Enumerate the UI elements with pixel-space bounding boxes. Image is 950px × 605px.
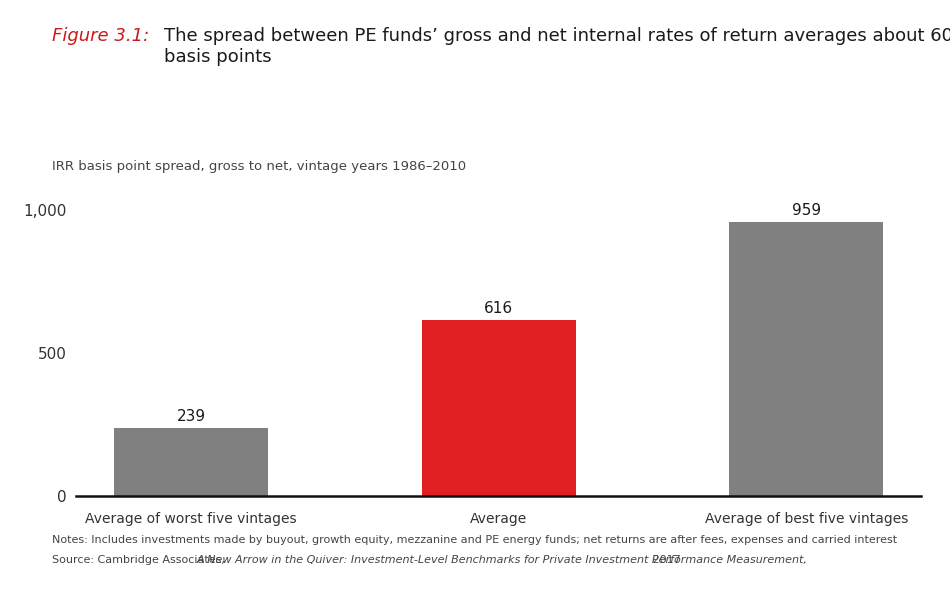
Bar xyxy=(730,222,884,496)
Text: 616: 616 xyxy=(484,301,513,316)
Text: Source: Cambridge Associates,: Source: Cambridge Associates, xyxy=(52,555,229,566)
Text: The spread between PE funds’ gross and net internal rates of return averages abo: The spread between PE funds’ gross and n… xyxy=(164,27,950,66)
Text: 239: 239 xyxy=(177,409,206,423)
Text: Notes: Includes investments made by buyout, growth equity, mezzanine and PE ener: Notes: Includes investments made by buyo… xyxy=(52,535,898,546)
Bar xyxy=(114,428,268,496)
Text: A New Arrow in the Quiver: Investment-Level Benchmarks for Private Investment Pe: A New Arrow in the Quiver: Investment-Le… xyxy=(197,555,808,566)
Bar xyxy=(422,320,576,496)
Text: Figure 3.1:: Figure 3.1: xyxy=(52,27,155,45)
Text: 2017: 2017 xyxy=(649,555,680,566)
Text: 959: 959 xyxy=(791,203,821,218)
Text: IRR basis point spread, gross to net, vintage years 1986–2010: IRR basis point spread, gross to net, vi… xyxy=(52,160,466,173)
